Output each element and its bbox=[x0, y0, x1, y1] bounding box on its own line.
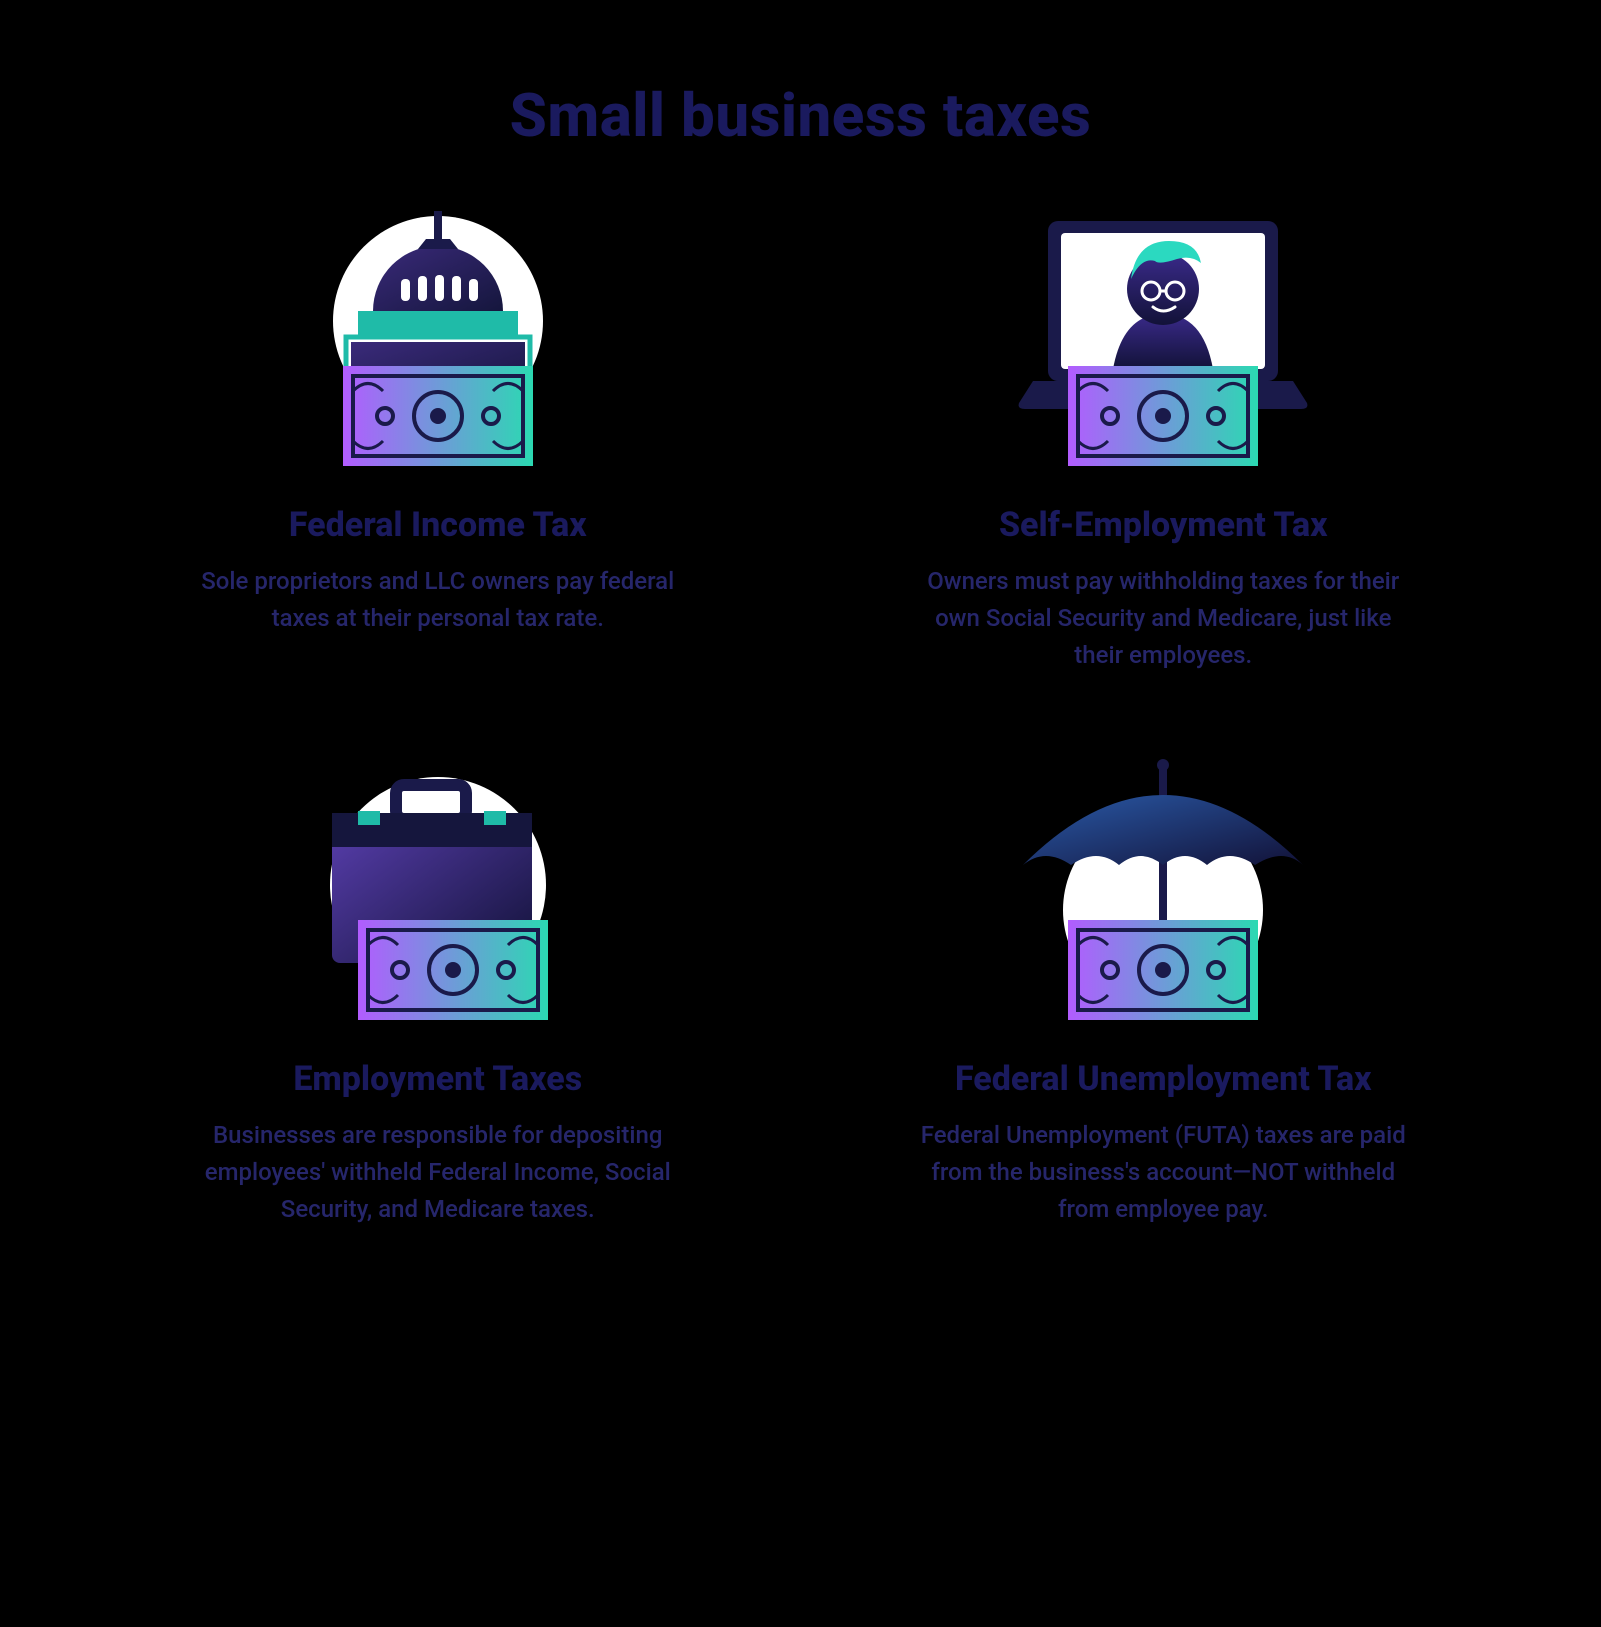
card-federal-unemployment: Federal Unemployment Tax Federal Unemplo… bbox=[883, 745, 1443, 1229]
card-heading: Federal Income Tax bbox=[158, 505, 718, 545]
card-employment-taxes: Employment Taxes Businesses are responsi… bbox=[158, 745, 718, 1229]
card-self-employment: Self-Employment Tax Owners must pay with… bbox=[883, 191, 1443, 675]
card-body: Businesses are responsible for depositin… bbox=[188, 1117, 688, 1229]
page-title: Small business taxes bbox=[120, 80, 1481, 151]
capitol-icon bbox=[158, 191, 718, 481]
briefcase-icon bbox=[158, 745, 718, 1035]
card-heading: Federal Unemployment Tax bbox=[883, 1059, 1443, 1099]
card-heading: Self-Employment Tax bbox=[883, 505, 1443, 545]
cards-grid: Federal Income Tax Sole proprietors and … bbox=[120, 191, 1481, 1228]
card-heading: Employment Taxes bbox=[158, 1059, 718, 1099]
laptop-person-icon bbox=[883, 191, 1443, 481]
card-body: Sole proprietors and LLC owners pay fede… bbox=[188, 563, 688, 637]
umbrella-icon bbox=[883, 745, 1443, 1035]
card-body: Owners must pay withholding taxes for th… bbox=[913, 563, 1413, 675]
card-body: Federal Unemployment (FUTA) taxes are pa… bbox=[913, 1117, 1413, 1229]
card-federal-income: Federal Income Tax Sole proprietors and … bbox=[158, 191, 718, 675]
